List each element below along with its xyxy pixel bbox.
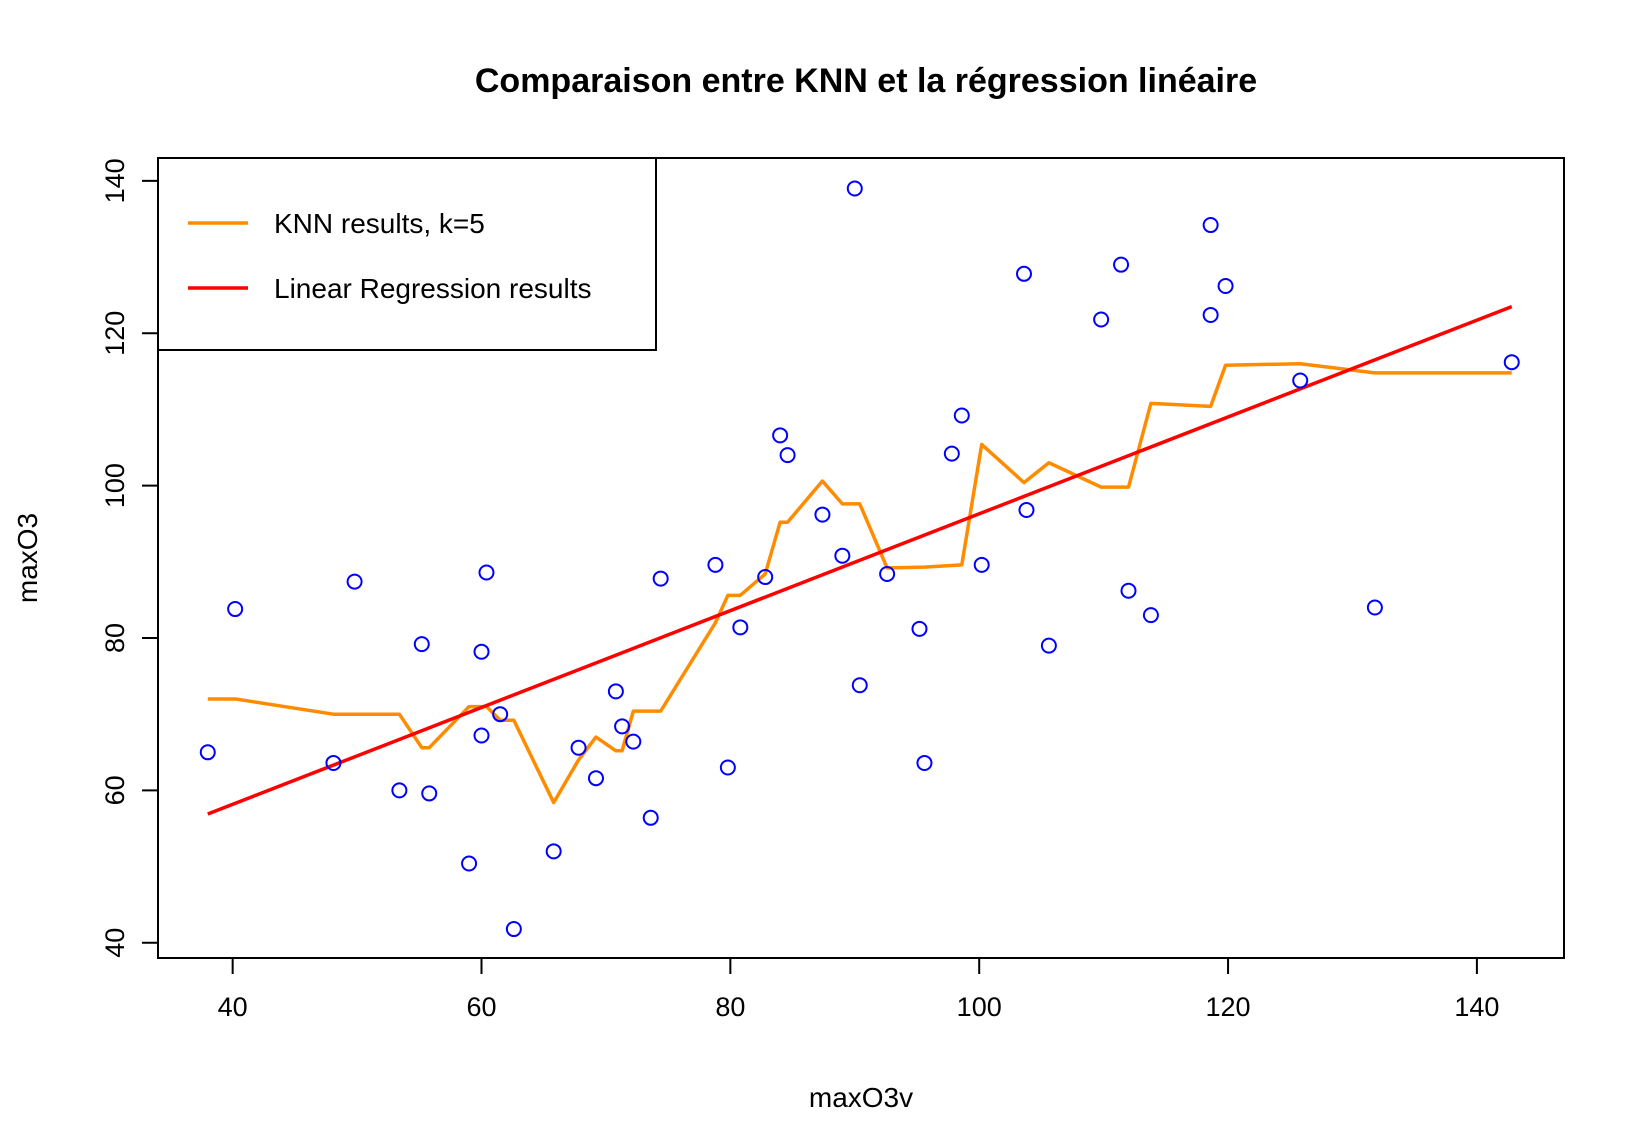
- data-point: [973, 556, 990, 573]
- legend-label-regression: Linear Regression results: [274, 273, 592, 304]
- data-point: [846, 180, 863, 197]
- data-point: [570, 739, 587, 756]
- data-point: [346, 573, 363, 590]
- data-point: [325, 754, 342, 771]
- data-point: [1202, 306, 1219, 323]
- data-point: [719, 759, 736, 776]
- data-point: [1142, 607, 1159, 624]
- data-point: [199, 744, 216, 761]
- y-tick-label: 100: [100, 463, 130, 508]
- data-point: [473, 643, 490, 660]
- y-tick-label: 40: [100, 928, 130, 958]
- data-point: [473, 727, 490, 744]
- x-tick-label: 120: [1206, 992, 1251, 1022]
- regression-line: [207, 304, 1513, 816]
- data-point: [834, 547, 851, 564]
- data-point: [1503, 354, 1520, 371]
- data-point: [707, 556, 724, 573]
- y-tick-label: 80: [100, 623, 130, 653]
- data-point: [943, 445, 960, 462]
- data-point: [732, 619, 749, 636]
- data-point: [461, 855, 478, 872]
- y-axis-label: maxO3: [12, 513, 43, 603]
- x-axis-label: maxO3v: [809, 1082, 913, 1113]
- knn-line: [207, 361, 1512, 805]
- data-point: [1366, 599, 1383, 616]
- data-point: [607, 683, 624, 700]
- x-tick-label: 60: [466, 992, 496, 1022]
- data-point: [772, 427, 789, 444]
- data-point: [227, 601, 244, 618]
- y-tick-label: 60: [100, 775, 130, 805]
- x-tick-label: 80: [715, 992, 745, 1022]
- data-point: [1018, 502, 1035, 518]
- x-axis: 40 60 80 100 120 140: [218, 957, 1499, 1022]
- data-point: [652, 570, 669, 587]
- data-point: [642, 809, 659, 826]
- data-point: [587, 770, 604, 787]
- data-point: [413, 636, 430, 653]
- data-point: [1217, 278, 1234, 294]
- data-point: [814, 506, 831, 523]
- x-tick-label: 100: [957, 992, 1002, 1022]
- legend-label-knn: KNN results, k=5: [274, 208, 485, 239]
- data-point: [614, 718, 631, 735]
- data-point: [1015, 265, 1032, 282]
- y-axis: 40 60 80 100 120 140: [100, 158, 159, 958]
- x-tick-label: 40: [218, 992, 248, 1022]
- data-point: [916, 754, 933, 771]
- legend: KNN results, k=5 Linear Regression resul…: [157, 157, 657, 351]
- x-tick-label: 140: [1454, 992, 1499, 1022]
- data-point: [1292, 372, 1309, 389]
- scatter-points: [199, 180, 1520, 938]
- data-point: [545, 843, 562, 860]
- y-tick-label: 140: [100, 158, 130, 203]
- data-point: [953, 407, 970, 424]
- data-point: [391, 782, 408, 799]
- series-layer: [207, 304, 1513, 816]
- data-point: [1040, 637, 1057, 654]
- data-point: [851, 677, 868, 694]
- data-point: [757, 569, 774, 586]
- data-point: [911, 620, 928, 637]
- data-point: [1113, 256, 1130, 273]
- data-point: [625, 733, 642, 750]
- data-point: [421, 785, 438, 802]
- data-point: [879, 566, 896, 582]
- data-point: [505, 921, 522, 938]
- chart-title: Comparaison entre KNN et la régression l…: [475, 62, 1257, 100]
- data-point: [478, 564, 495, 581]
- legend-box: [157, 157, 657, 351]
- data-point: [779, 447, 796, 464]
- data-point: [492, 706, 509, 723]
- data-point: [1093, 311, 1110, 328]
- data-point: [1202, 217, 1219, 234]
- data-point: [1120, 582, 1137, 599]
- y-tick-label: 120: [100, 311, 130, 356]
